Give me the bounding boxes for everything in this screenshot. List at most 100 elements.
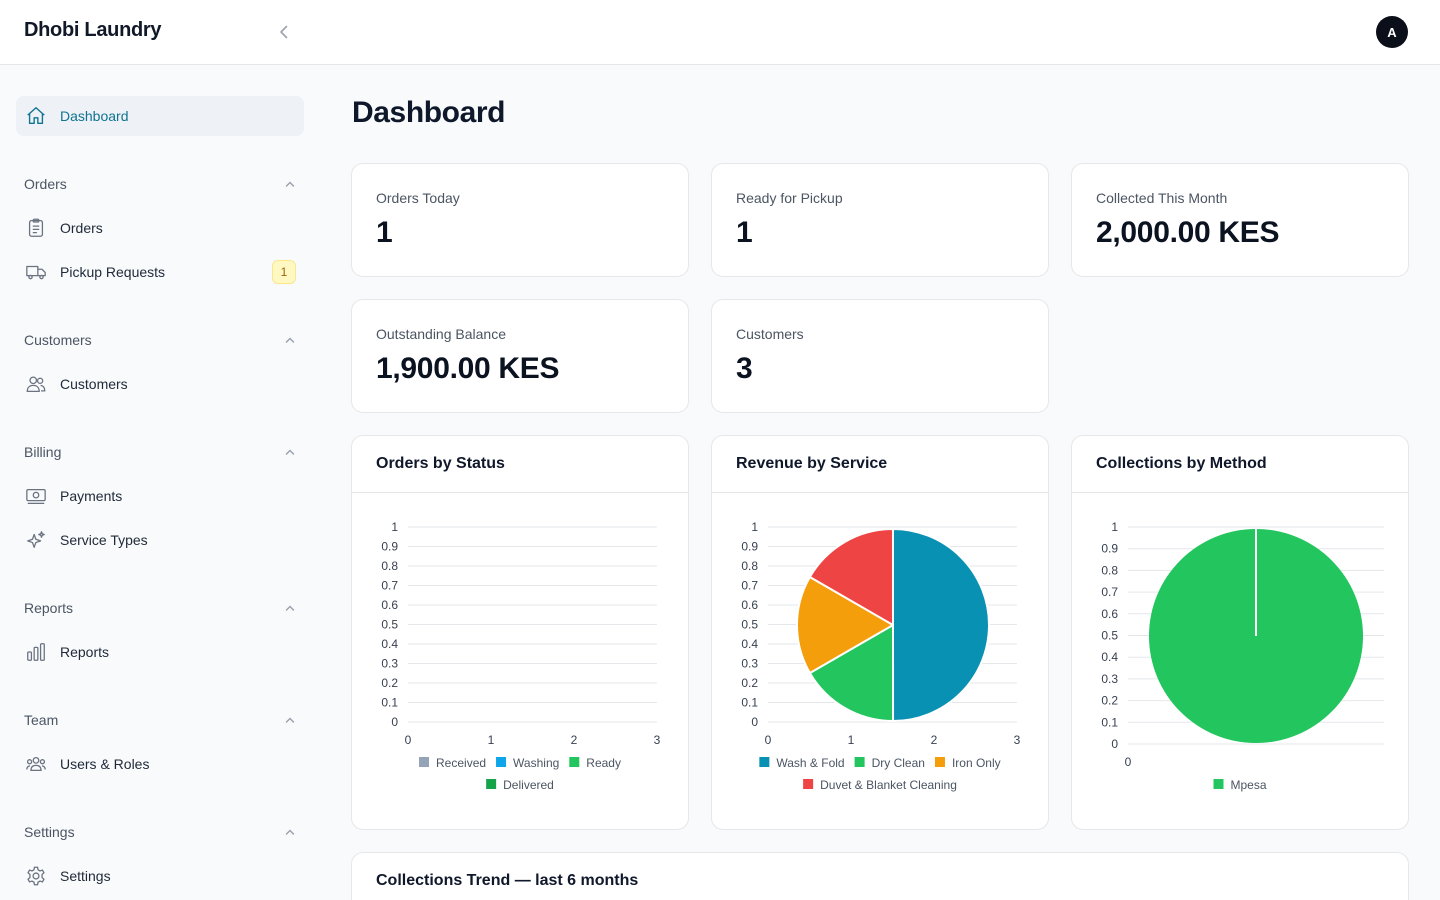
legend-label: Received [436, 756, 486, 770]
y-tick-label: 0.6 [741, 598, 758, 612]
sidebar-item-customers[interactable]: Customers [16, 364, 304, 404]
collections-by-method-chart: 0 0.1 0.2 0.3 0.4 0.5 0.6 0.7 0.8 0.9 1 0 Mpesa [1101, 520, 1384, 792]
y-tick-label: 0.5 [1101, 629, 1118, 643]
chevron-up-icon [285, 181, 295, 187]
y-tick-label: 0.7 [381, 579, 398, 593]
section-label: Customers [24, 332, 92, 348]
y-tick-label: 0.7 [741, 579, 758, 593]
section-label: Team [24, 712, 59, 728]
y-tick-label: 0.6 [1101, 607, 1118, 621]
y-tick-label: 0.4 [741, 637, 758, 651]
orders-by-status-chart: 0 0.1 0.2 0.3 0.4 0.5 0.6 0.7 0.8 0.9 1 0 1 2 3 Receive… [381, 520, 660, 792]
chart-card-collections-by-method: Collections by Method 0 0.1 0.2 0.3 0.4 0.5 0.… [1071, 435, 1409, 830]
legend-label: Ready [586, 756, 621, 770]
stat-label: Ready for Pickup [736, 190, 843, 206]
stat-label: Orders Today [376, 190, 460, 206]
sidebar-item-label: Reports [60, 644, 110, 660]
stat-card-collected-this-month: Collected This Month 2,000.00 KES [1071, 163, 1409, 277]
stat-value: 1 [736, 216, 753, 249]
sidebar-item-dashboard[interactable]: Dashboard [16, 96, 304, 136]
chart-header: Revenue by Service [712, 436, 1048, 493]
chevron-up-icon [285, 605, 295, 611]
sidebar: Dashboard Orders Orders Pickup Requests … [0, 65, 320, 900]
chart-header: Orders by Status [352, 436, 688, 493]
sidebar-item-pickup-requests[interactable]: Pickup Requests 1 [16, 252, 304, 292]
x-tick-label: 2 [571, 733, 578, 747]
y-tick-label: 0.1 [381, 696, 398, 710]
section-reports[interactable]: Reports [24, 598, 296, 618]
chart-card-revenue-by-service: Revenue by Service 0 0.1 0.2 0.3 0.4 0.5 0.6 0.… [711, 435, 1049, 830]
sidebar-item-label: Customers [60, 376, 128, 392]
stat-value: 1 [376, 216, 393, 249]
stat-card-outstanding-balance: Outstanding Balance 1,900.00 KES [351, 299, 689, 413]
section-orders[interactable]: Orders [24, 174, 296, 194]
y-tick-label: 0.5 [381, 618, 398, 632]
user-avatar[interactable]: A [1376, 16, 1408, 48]
top-bar: Dhobi Laundry A [0, 0, 1440, 65]
section-settings[interactable]: Settings [24, 822, 296, 842]
legend-label: Duvet & Blanket Cleaning [820, 778, 957, 792]
chevron-left-icon [280, 25, 288, 39]
stat-label: Customers [736, 326, 804, 342]
chart-header: Collections by Method [1072, 436, 1408, 493]
y-tick-label: 1 [1111, 520, 1118, 534]
y-tick-label: 0.1 [741, 696, 758, 710]
chart-title: Collections by Method [1096, 455, 1267, 472]
sidebar-item-label: Settings [60, 868, 111, 884]
y-tick-label: 0.3 [381, 657, 398, 671]
legend-swatch [419, 757, 430, 767]
y-tick-label: 0.3 [741, 657, 758, 671]
chart-card-orders-by-status: Orders by Status 0 0.1 0.2 0.3 0.4 0.5 0.6 0.7 0… [351, 435, 689, 830]
clipboard-icon [24, 216, 48, 240]
sidebar-item-settings[interactable]: Settings [16, 856, 304, 896]
stat-value: 1,900.00 KES [376, 352, 560, 385]
stat-card-customers: Customers 3 [711, 299, 1049, 413]
x-tick-label: 1 [848, 733, 855, 747]
section-customers[interactable]: Customers [24, 330, 296, 350]
page-title: Dashboard [352, 96, 506, 129]
chart-title: Revenue by Service [736, 455, 888, 472]
users-icon [24, 372, 48, 396]
x-tick-label: 0 [405, 733, 412, 747]
user-group-icon [24, 752, 48, 776]
chevron-up-icon [285, 717, 295, 723]
section-label: Reports [24, 600, 74, 616]
section-team[interactable]: Team [24, 710, 296, 730]
stat-card-orders-today: Orders Today 1 [351, 163, 689, 277]
sidebar-item-label: Dashboard [60, 108, 129, 124]
collapse-sidebar-button[interactable] [272, 20, 296, 44]
legend-swatch [569, 757, 580, 767]
x-tick-label: 2 [931, 733, 938, 747]
gear-icon [24, 864, 48, 888]
legend-swatch [803, 779, 814, 789]
section-billing[interactable]: Billing [24, 442, 296, 462]
sidebar-item-label: Payments [60, 488, 123, 504]
y-tick-label: 0 [391, 715, 398, 729]
sidebar-item-users-roles[interactable]: Users & Roles [16, 744, 304, 784]
sidebar-item-orders[interactable]: Orders [16, 208, 304, 248]
x-tick-label: 0 [1125, 755, 1132, 769]
chevron-up-icon [285, 829, 295, 835]
pie-slice [892, 528, 990, 722]
y-tick-label: 0.8 [741, 559, 758, 573]
legend-label: Mpesa [1230, 778, 1266, 792]
bar-chart-icon [24, 640, 48, 664]
chart-card-collections-trend: Collections Trend — last 6 months [351, 852, 1409, 900]
section-label: Settings [24, 824, 75, 840]
stat-label: Outstanding Balance [376, 326, 506, 342]
revenue-by-service-chart: 0 0.1 0.2 0.3 0.4 0.5 0.6 0.7 0.8 0.9 1 0 1 2 3 Wash & … [741, 520, 1020, 792]
y-tick-label: 0 [751, 715, 758, 729]
x-tick-label: 0 [765, 733, 772, 747]
stat-label: Collected This Month [1096, 190, 1228, 206]
home-icon [24, 104, 48, 128]
sidebar-item-service-types[interactable]: Service Types [16, 520, 304, 560]
legend-label: Wash & Fold [776, 756, 844, 770]
sidebar-item-payments[interactable]: Payments [16, 476, 304, 516]
sidebar-item-reports[interactable]: Reports [16, 632, 304, 672]
y-tick-label: 0.8 [1101, 563, 1118, 577]
y-tick-label: 0.7 [1101, 585, 1118, 599]
truck-icon [24, 260, 48, 284]
chart-title: Collections Trend — last 6 months [376, 872, 639, 889]
stat-card-ready-for-pickup: Ready for Pickup 1 [711, 163, 1049, 277]
y-tick-label: 0.2 [741, 676, 758, 690]
